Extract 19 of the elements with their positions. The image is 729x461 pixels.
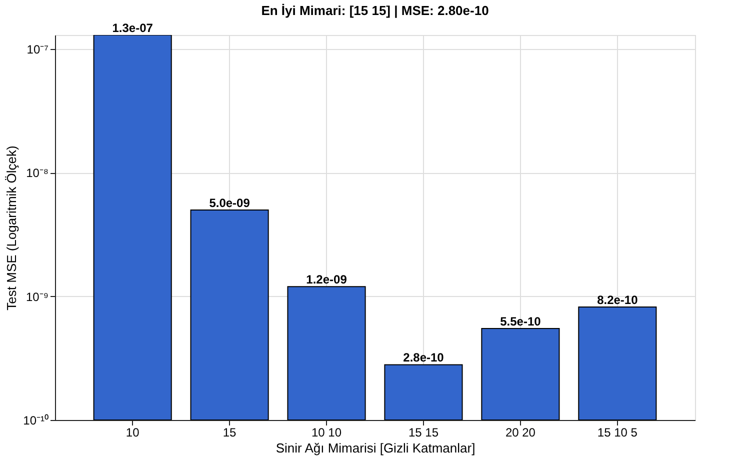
y-tick-label: 10⁻⁸ bbox=[26, 166, 48, 180]
data-label: 5.5e-10 bbox=[500, 314, 542, 328]
chart-title: En İyi Mimari: [15 15] | MSE: 2.80e-10 bbox=[261, 3, 489, 18]
x-tick-label: 20 20 bbox=[505, 426, 536, 440]
x-tick-label: 15 15 bbox=[408, 426, 439, 440]
data-label: 1.3e-07 bbox=[112, 21, 154, 35]
data-label: 1.2e-09 bbox=[306, 272, 348, 287]
x-tick-label: 15 10 5 bbox=[597, 426, 638, 440]
y-tick-label: 10⁻⁹ bbox=[26, 290, 48, 304]
y-tick-label: 10⁻¹⁰ bbox=[23, 414, 48, 428]
y-axis-title: Test MSE (Logaritmik Ölçek) bbox=[4, 146, 20, 310]
data-label: 2.8e-10 bbox=[403, 350, 444, 365]
x-tick-label: 10 10 bbox=[312, 426, 342, 440]
x-tick-label: 10 bbox=[126, 426, 140, 440]
y-tick-label: 10⁻⁷ bbox=[26, 42, 48, 57]
x-tick-label: 15 bbox=[222, 426, 237, 440]
x-axis-title: Sinir Ağı Mimarisi [Gizli Katmanlar] bbox=[276, 440, 476, 456]
data-label: 8.2e-10 bbox=[597, 293, 638, 308]
data-label: 5.0e-09 bbox=[209, 196, 250, 210]
